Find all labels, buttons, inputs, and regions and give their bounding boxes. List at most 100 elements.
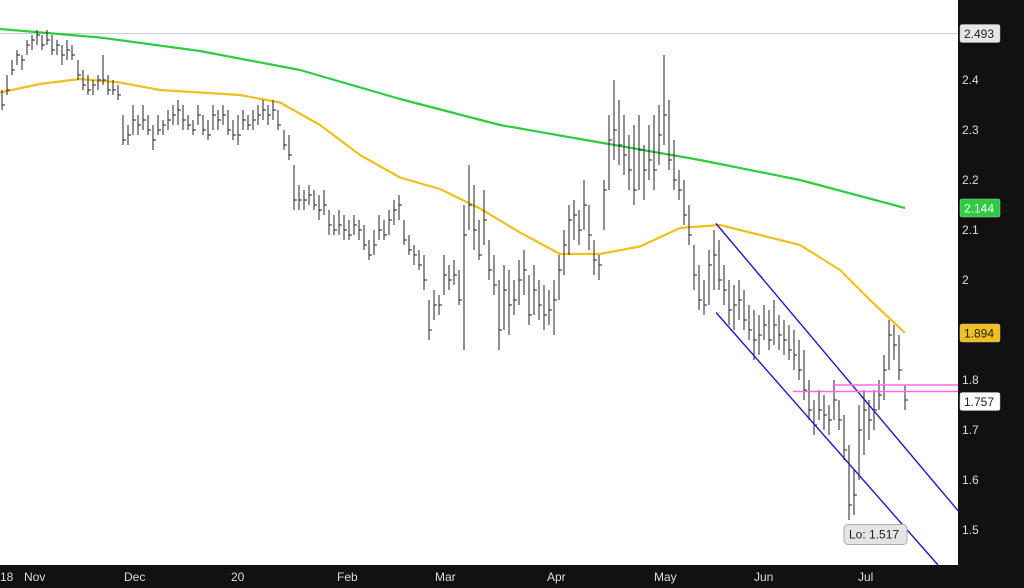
ohlc-bar: [122, 115, 126, 145]
ma-short-line: [0, 77, 906, 334]
ohlc-bar: [197, 105, 201, 125]
ohlc-bar: [433, 290, 437, 320]
ohlc-bar: [553, 280, 557, 335]
ohlc-bar: [793, 330, 797, 370]
ohlc-bar: [46, 30, 50, 45]
ohlc-bar: [298, 185, 302, 210]
ohlc-bar: [428, 300, 432, 340]
ohlc-bar: [513, 280, 517, 315]
ohlc-bar: [308, 185, 312, 205]
ohlc-bar: [217, 110, 221, 130]
x-tick-label: Nov: [24, 570, 45, 584]
x-tick-label: Jul: [858, 570, 873, 584]
ohlc-bar: [328, 210, 332, 235]
ohlc-bar: [733, 285, 737, 330]
price-badge-box: [959, 24, 1001, 43]
ohlc-bar: [818, 390, 822, 420]
ohlc-bar: [458, 270, 462, 305]
ohlc-bar: [888, 320, 892, 370]
ohlc-bar: [463, 205, 467, 350]
ohlc-bar: [293, 165, 297, 210]
ohlc-bar: [358, 220, 362, 240]
price-badge-box: [959, 323, 1001, 343]
ohlc-bar: [97, 75, 101, 90]
ohlc-bar: [503, 265, 507, 330]
ohlc-bar: [92, 80, 96, 95]
ohlc-bar: [87, 75, 91, 95]
ohlc-bar: [498, 280, 502, 350]
ohlc-bar: [653, 115, 657, 190]
ohlc-bar: [578, 210, 582, 245]
price-axis-pane: [958, 0, 1024, 588]
ohlc-bar: [117, 85, 121, 100]
ohlc-bar: [868, 400, 872, 440]
ohlc-bar: [192, 120, 196, 135]
ohlc-bar: [227, 110, 231, 135]
y-tick-label: 1.7: [962, 423, 979, 437]
ohlc-bar: [252, 110, 256, 130]
ohlc-bar: [713, 230, 717, 290]
ohlc-bar: [693, 245, 697, 290]
plot-background: [0, 0, 958, 565]
ohlc-bar: [468, 165, 472, 230]
ohlc-bar: [388, 210, 392, 235]
ohlc-bar: [558, 255, 562, 300]
low-annotation-box: [843, 524, 908, 545]
ohlc-bar: [393, 200, 397, 225]
ohlc-bar: [343, 215, 347, 240]
ohlc-bar: [182, 105, 186, 130]
x-tick-label: 18: [0, 570, 14, 584]
ohlc-bar: [353, 215, 357, 235]
ohlc-bar: [728, 280, 732, 325]
ohlc-bar: [708, 250, 712, 305]
ohlc-bar: [593, 240, 597, 275]
ohlc-bar: [473, 185, 477, 250]
price-badge-box: [959, 198, 1001, 218]
x-tick-label: Feb: [337, 570, 358, 584]
ohlc-bar: [883, 355, 887, 400]
ohlc-bar: [232, 120, 236, 140]
ohlc-bar: [853, 470, 857, 515]
ohlc-bar: [573, 200, 577, 240]
ohlc-bar: [843, 415, 847, 460]
ohlc-bar: [398, 195, 402, 220]
ohlc-bar: [668, 100, 672, 170]
price-badges: 2.493 2.144 1.894 1.757: [959, 24, 1001, 411]
ohlc-bar: [618, 100, 622, 165]
x-tick-label: May: [654, 570, 677, 584]
ohlc-bar: [718, 240, 722, 290]
ohlc-bar: [333, 215, 337, 235]
price-badge-value: 1.757: [964, 395, 994, 409]
ohlc-bar: [523, 250, 527, 295]
ohlc-bar: [783, 320, 787, 355]
ohlc-bar: [638, 115, 642, 190]
x-tick-label: Mar: [435, 570, 456, 584]
ohlc-bar: [172, 105, 176, 125]
ohlc-bar: [403, 220, 407, 245]
ohlc-bar: [61, 45, 65, 65]
x-tick-label: Dec: [124, 570, 145, 584]
ohlc-bar: [904, 385, 908, 410]
ohlc-bar: [753, 310, 757, 360]
ma-long-line: [0, 27, 906, 210]
ohlc-bar: [378, 215, 382, 240]
ohlc-bar: [66, 40, 70, 60]
ohlc-bar: [1, 90, 5, 110]
ohlc-bar: [838, 400, 842, 430]
ohlc-bar: [418, 250, 422, 270]
y-tick-label: 2: [962, 273, 969, 287]
ohlc-bar: [658, 105, 662, 165]
ohlc-bar: [628, 135, 632, 190]
ohlc-bar: [242, 110, 246, 130]
ohlc-bar: [338, 210, 342, 235]
ohlc-bar: [583, 180, 587, 230]
ohlc-bar: [152, 125, 156, 150]
ohlc-bar: [548, 290, 552, 325]
ohlc-bar: [423, 255, 427, 290]
ohlc-bar: [222, 105, 226, 125]
ohlc-bar: [288, 135, 292, 160]
channel-line: [715, 312, 939, 566]
ohlc-bar: [102, 55, 106, 85]
ohlc-bar: [212, 105, 216, 130]
ohlc-bar: [678, 170, 682, 200]
